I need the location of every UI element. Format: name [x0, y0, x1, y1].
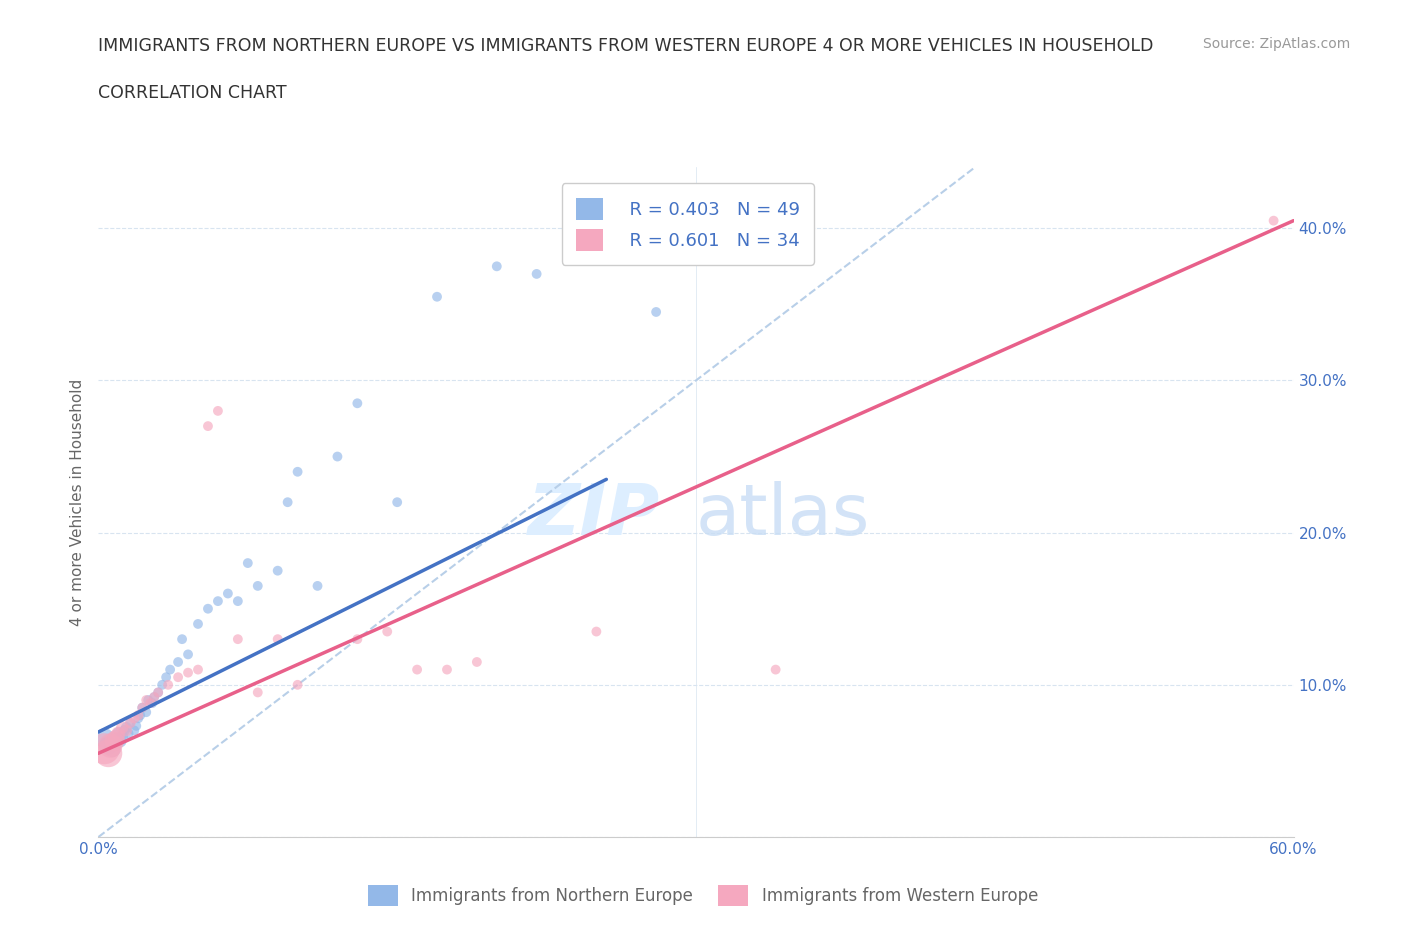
Point: [485, 259, 508, 273]
Point: [1263, 213, 1285, 228]
Point: [105, 731, 128, 746]
Point: [177, 665, 200, 680]
Point: [112, 723, 135, 737]
Point: [346, 631, 368, 646]
Point: [127, 708, 149, 723]
Point: [141, 696, 163, 711]
Point: [226, 631, 249, 646]
Point: [645, 304, 668, 319]
Point: [111, 720, 134, 735]
Point: [655, 236, 678, 251]
Point: [197, 602, 219, 617]
Point: [307, 578, 329, 593]
Legend:   R = 0.403   N = 49,   R = 0.601   N = 34: R = 0.403 N = 49, R = 0.601 N = 34: [561, 183, 814, 265]
Point: [115, 723, 138, 737]
Point: [107, 726, 129, 741]
Point: [287, 464, 309, 479]
Point: [103, 734, 125, 749]
Point: [93, 731, 115, 746]
Point: [105, 732, 128, 747]
Point: [131, 700, 153, 715]
Point: [197, 418, 219, 433]
Point: [585, 624, 607, 639]
Point: [226, 593, 249, 608]
Point: [148, 685, 170, 700]
Point: [143, 689, 166, 704]
Point: [167, 655, 190, 670]
Point: [124, 723, 146, 737]
Text: atlas: atlas: [696, 481, 870, 550]
Point: [125, 719, 148, 734]
Point: [585, 236, 607, 251]
Point: [375, 624, 398, 639]
Point: [93, 741, 115, 756]
Point: [267, 564, 290, 578]
Point: [236, 555, 259, 570]
Point: [103, 736, 125, 751]
Point: [131, 700, 153, 715]
Point: [107, 726, 129, 741]
Point: [436, 662, 458, 677]
Point: [124, 711, 146, 725]
Point: [526, 267, 548, 282]
Point: [217, 586, 239, 601]
Point: [246, 578, 269, 593]
Point: [98, 738, 122, 753]
Point: [207, 593, 229, 608]
Point: [406, 662, 429, 677]
Y-axis label: 4 or more Vehicles in Household: 4 or more Vehicles in Household: [69, 379, 84, 626]
Point: [207, 404, 229, 418]
Point: [267, 631, 290, 646]
Point: [326, 449, 349, 464]
Point: [157, 677, 180, 692]
Point: [177, 647, 200, 662]
Point: [765, 662, 787, 677]
Point: [277, 495, 299, 510]
Text: Source: ZipAtlas.com: Source: ZipAtlas.com: [1202, 37, 1350, 51]
Point: [187, 662, 209, 677]
Point: [136, 693, 159, 708]
Point: [97, 746, 120, 761]
Point: [150, 677, 173, 692]
Point: [101, 741, 124, 756]
Point: [139, 696, 162, 711]
Point: [575, 251, 598, 266]
Point: [465, 655, 488, 670]
Point: [129, 708, 152, 723]
Point: [143, 689, 166, 704]
Text: ZIP: ZIP: [527, 481, 661, 550]
Point: [111, 729, 134, 744]
Point: [120, 715, 142, 730]
Point: [115, 720, 138, 735]
Point: [246, 685, 269, 700]
Point: [135, 693, 157, 708]
Text: CORRELATION CHART: CORRELATION CHART: [98, 84, 287, 101]
Point: [172, 631, 194, 646]
Text: IMMIGRANTS FROM NORTHERN EUROPE VS IMMIGRANTS FROM WESTERN EUROPE 4 OR MORE VEHI: IMMIGRANTS FROM NORTHERN EUROPE VS IMMIG…: [98, 37, 1154, 55]
Point: [110, 734, 132, 749]
Point: [187, 617, 209, 631]
Point: [117, 726, 139, 741]
Point: [135, 705, 157, 720]
Point: [155, 670, 177, 684]
Point: [385, 495, 409, 510]
Point: [426, 289, 449, 304]
Point: [127, 711, 149, 725]
Point: [120, 715, 142, 730]
Point: [346, 396, 368, 411]
Point: [159, 662, 181, 677]
Point: [167, 670, 190, 684]
Point: [97, 738, 120, 753]
Point: [287, 677, 309, 692]
Legend: Immigrants from Northern Europe, Immigrants from Western Europe: Immigrants from Northern Europe, Immigra…: [361, 879, 1045, 912]
Point: [148, 685, 170, 700]
